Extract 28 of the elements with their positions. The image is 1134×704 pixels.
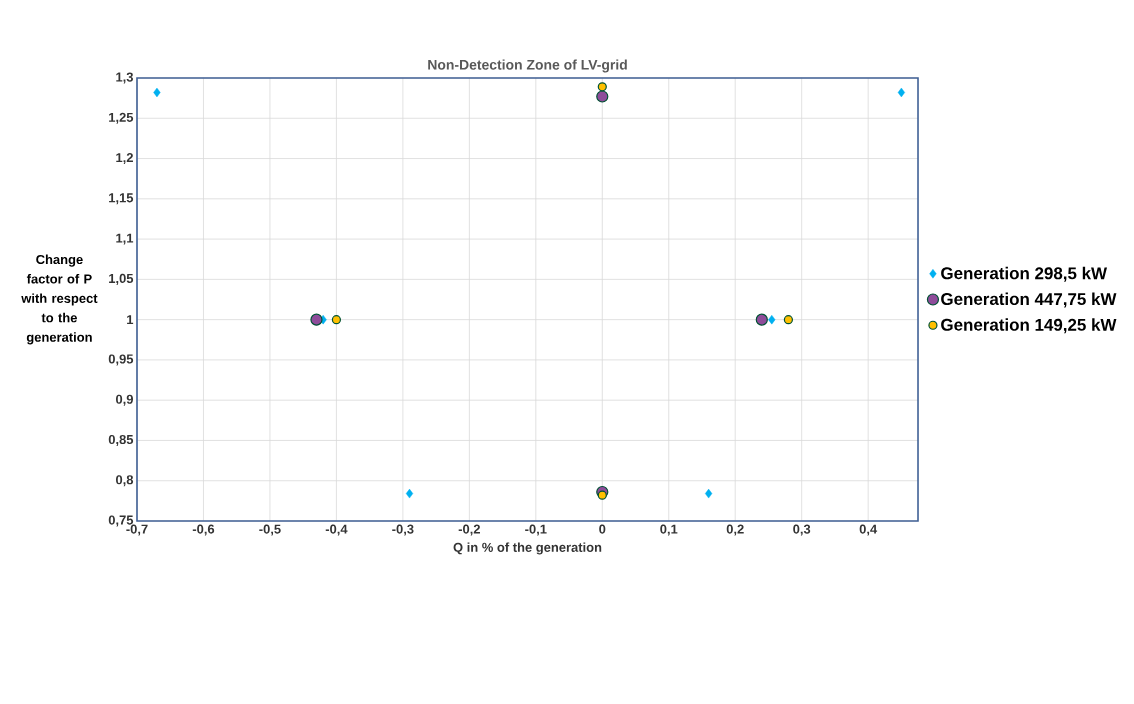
x-axis-title: Q in % of the generation — [453, 542, 602, 555]
y-tick-label: 0,8 — [115, 475, 134, 487]
x-tick-label: -0,5 — [259, 524, 281, 536]
chart-title: Non-Detection Zone of LV-grid — [428, 59, 627, 73]
x-tick-label: 0,2 — [726, 524, 744, 536]
y-tick-label: 1,3 — [116, 72, 134, 84]
x-tick-label: 0,4 — [859, 524, 878, 536]
y-tick-label: 0,95 — [108, 354, 134, 366]
y-tick-label: 1,05 — [109, 273, 134, 285]
y-tick-label: 1,15 — [109, 193, 134, 205]
legend-label: Generation 149,25 kW — [941, 318, 1117, 334]
legend-label: Generation 298,5 kW — [941, 266, 1108, 282]
x-tick-label: -0,4 — [325, 524, 348, 536]
legend-label: Generation 447,75 kW — [941, 292, 1117, 308]
y-tick-label: 1 — [127, 315, 134, 325]
x-tick-label: 0,3 — [793, 524, 811, 536]
y-tick-label: 1,2 — [116, 153, 133, 165]
y-tick-label: 1,25 — [109, 112, 134, 124]
x-tick-label: -0,1 — [525, 524, 547, 536]
y-tick-label: 1,1 — [116, 233, 134, 245]
x-tick-label: -0,2 — [458, 524, 480, 536]
y-tick-label: 0,9 — [115, 394, 133, 406]
x-tick-label: -0,3 — [392, 524, 414, 536]
y-tick-label: 0,85 — [108, 434, 134, 446]
x-tick-label: 0,1 — [660, 524, 678, 536]
x-tick-label: 0 — [599, 524, 606, 534]
y-axis-title: Change factor of P with respect to the generation — [21, 254, 98, 345]
x-tick-label: -0,6 — [192, 524, 215, 536]
